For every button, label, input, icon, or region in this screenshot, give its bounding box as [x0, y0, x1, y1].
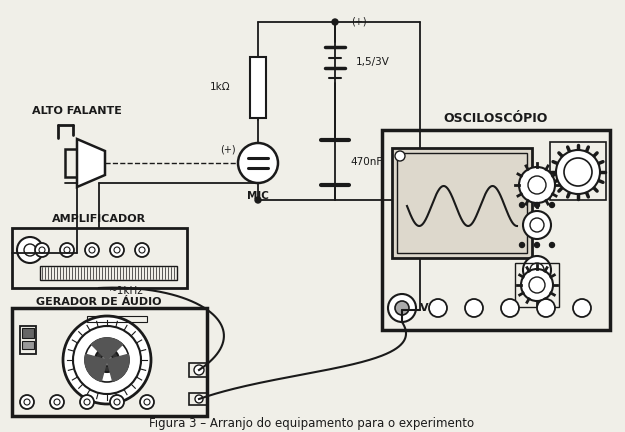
Circle shape [17, 237, 43, 263]
Bar [392, 148, 532, 258]
Polygon shape [107, 354, 129, 381]
Bar [397, 153, 527, 253]
Circle shape [73, 326, 141, 394]
Circle shape [24, 399, 30, 405]
Circle shape [521, 269, 553, 301]
Bar [189, 363, 207, 377]
Circle shape [549, 242, 554, 248]
Text: MIC: MIC [247, 191, 269, 201]
Circle shape [393, 299, 411, 317]
Bar [20, 326, 36, 354]
Bar [515, 263, 559, 307]
Text: 470nF: 470nF [351, 157, 383, 167]
Circle shape [114, 247, 120, 253]
Circle shape [332, 19, 338, 25]
Circle shape [529, 277, 545, 293]
Circle shape [144, 399, 150, 405]
Circle shape [429, 299, 447, 317]
Circle shape [110, 395, 124, 409]
Circle shape [64, 247, 70, 253]
Polygon shape [85, 354, 107, 381]
Circle shape [140, 395, 154, 409]
Bar [12, 228, 187, 288]
Circle shape [556, 150, 600, 194]
Circle shape [135, 243, 149, 257]
Bar [250, 57, 266, 118]
Text: Figura 3 – Arranjo do equipamento para o experimento: Figura 3 – Arranjo do equipamento para o… [149, 417, 474, 430]
Text: (+): (+) [220, 144, 236, 154]
Polygon shape [91, 338, 123, 360]
Bar [40, 266, 177, 280]
Text: 1kΩ: 1kΩ [209, 82, 230, 92]
Bar [414, 192, 426, 208]
Circle shape [60, 243, 74, 257]
Circle shape [395, 301, 409, 315]
Circle shape [388, 294, 416, 322]
Circle shape [395, 151, 405, 161]
Circle shape [194, 365, 204, 375]
Bar [87, 316, 147, 322]
Circle shape [24, 244, 36, 256]
Text: 1,5/3V: 1,5/3V [356, 57, 390, 67]
Text: GERADOR DE ÁUDIO: GERADOR DE ÁUDIO [36, 297, 162, 307]
Bar [22, 341, 34, 349]
Text: ALTO FALANTE: ALTO FALANTE [32, 106, 122, 116]
Polygon shape [77, 139, 105, 187]
Circle shape [35, 243, 49, 257]
Circle shape [564, 158, 592, 186]
Circle shape [84, 399, 90, 405]
Circle shape [20, 395, 34, 409]
Circle shape [255, 197, 261, 203]
Circle shape [530, 218, 544, 232]
Circle shape [95, 348, 119, 372]
Circle shape [39, 247, 45, 253]
Circle shape [523, 256, 551, 284]
Circle shape [80, 395, 94, 409]
Circle shape [523, 211, 551, 239]
Circle shape [519, 167, 555, 203]
Circle shape [465, 299, 483, 317]
Circle shape [530, 263, 544, 277]
Circle shape [534, 242, 539, 248]
Circle shape [519, 203, 524, 207]
Circle shape [534, 203, 539, 207]
Circle shape [195, 395, 203, 403]
Bar [189, 393, 207, 405]
Text: (+): (+) [351, 17, 367, 27]
Text: AMPLIFICADOR: AMPLIFICADOR [52, 214, 146, 224]
Circle shape [114, 399, 120, 405]
Circle shape [54, 399, 60, 405]
Circle shape [528, 176, 546, 194]
Circle shape [63, 316, 151, 404]
Circle shape [573, 299, 591, 317]
Circle shape [549, 203, 554, 207]
Circle shape [501, 299, 519, 317]
Circle shape [50, 395, 64, 409]
Bar [550, 142, 606, 200]
Circle shape [537, 299, 555, 317]
Circle shape [110, 243, 124, 257]
Circle shape [519, 242, 524, 248]
Text: OSCILOSCÓPIO: OSCILOSCÓPIO [444, 111, 548, 124]
Circle shape [139, 247, 145, 253]
Bar [382, 130, 610, 330]
Circle shape [85, 338, 129, 382]
Text: ~1kHz: ~1kHz [109, 286, 144, 296]
Circle shape [85, 243, 99, 257]
Bar [22, 328, 34, 338]
Circle shape [238, 143, 278, 183]
Bar [65, 149, 77, 177]
Circle shape [101, 354, 113, 366]
Circle shape [89, 247, 95, 253]
Text: V: V [420, 303, 428, 313]
Bar [12, 308, 207, 416]
